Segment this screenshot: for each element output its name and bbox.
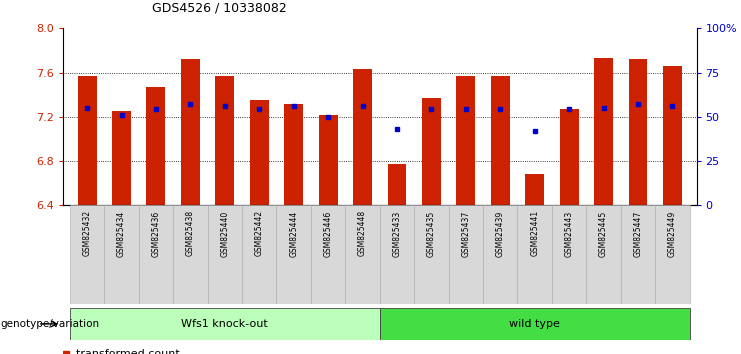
Text: GSM825437: GSM825437: [462, 210, 471, 257]
Text: wild type: wild type: [509, 319, 560, 329]
FancyBboxPatch shape: [345, 205, 380, 304]
Text: GSM825446: GSM825446: [324, 210, 333, 257]
Bar: [559, 109, 579, 205]
FancyBboxPatch shape: [311, 205, 345, 304]
FancyBboxPatch shape: [70, 205, 104, 304]
Text: GSM825436: GSM825436: [151, 210, 161, 257]
Text: GSM825448: GSM825448: [358, 210, 367, 256]
Bar: [147, 87, 165, 205]
FancyBboxPatch shape: [552, 205, 586, 304]
Text: GSM825447: GSM825447: [634, 210, 642, 257]
FancyBboxPatch shape: [207, 205, 242, 304]
Bar: [594, 58, 613, 205]
Bar: [491, 76, 510, 205]
FancyBboxPatch shape: [173, 205, 207, 304]
Text: GSM825435: GSM825435: [427, 210, 436, 257]
Bar: [628, 59, 648, 205]
Bar: [525, 175, 544, 205]
Text: GSM825444: GSM825444: [289, 210, 298, 257]
FancyBboxPatch shape: [621, 205, 655, 304]
Bar: [112, 111, 131, 205]
FancyBboxPatch shape: [380, 205, 414, 304]
FancyBboxPatch shape: [483, 205, 517, 304]
Bar: [319, 115, 338, 205]
FancyBboxPatch shape: [448, 205, 483, 304]
Text: GSM825433: GSM825433: [393, 210, 402, 257]
Text: GSM825439: GSM825439: [496, 210, 505, 257]
Bar: [388, 164, 407, 205]
Bar: [78, 76, 96, 205]
Text: transformed count: transformed count: [76, 349, 179, 354]
Text: GSM825443: GSM825443: [565, 210, 574, 257]
Text: GSM825440: GSM825440: [220, 210, 229, 257]
FancyBboxPatch shape: [139, 205, 173, 304]
FancyBboxPatch shape: [380, 308, 690, 340]
FancyBboxPatch shape: [586, 205, 621, 304]
Text: Wfs1 knock-out: Wfs1 knock-out: [182, 319, 268, 329]
FancyBboxPatch shape: [70, 308, 380, 340]
FancyBboxPatch shape: [276, 205, 311, 304]
Bar: [250, 100, 269, 205]
Text: GSM825441: GSM825441: [531, 210, 539, 256]
Bar: [216, 76, 234, 205]
Bar: [353, 69, 372, 205]
FancyBboxPatch shape: [414, 205, 448, 304]
Bar: [422, 98, 441, 205]
FancyBboxPatch shape: [655, 205, 690, 304]
Text: GSM825449: GSM825449: [668, 210, 677, 257]
Bar: [181, 59, 200, 205]
Text: GDS4526 / 10338082: GDS4526 / 10338082: [152, 1, 287, 14]
Bar: [285, 103, 303, 205]
Bar: [663, 66, 682, 205]
FancyBboxPatch shape: [517, 205, 552, 304]
FancyBboxPatch shape: [242, 205, 276, 304]
Text: genotype/variation: genotype/variation: [1, 319, 100, 329]
Text: GSM825434: GSM825434: [117, 210, 126, 257]
Text: GSM825438: GSM825438: [186, 210, 195, 256]
Text: GSM825432: GSM825432: [82, 210, 92, 256]
Text: GSM825445: GSM825445: [599, 210, 608, 257]
Bar: [456, 76, 475, 205]
FancyBboxPatch shape: [104, 205, 139, 304]
Text: GSM825442: GSM825442: [255, 210, 264, 256]
